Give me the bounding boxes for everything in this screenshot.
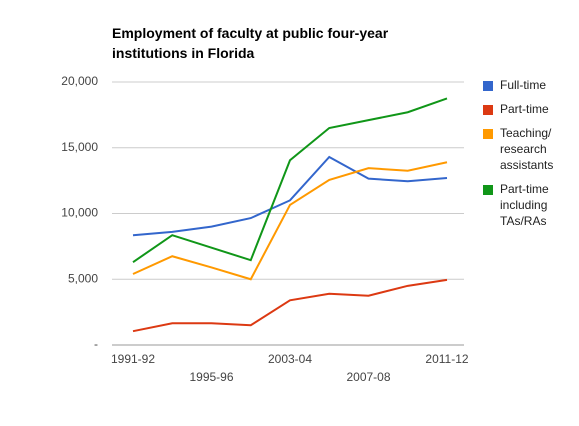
line: [132, 155, 448, 237]
legend-label: Part-time including TAs/RAs: [500, 182, 552, 228]
legend-label: Full-time: [500, 78, 546, 92]
x-tick-label: 1991-92: [111, 352, 155, 366]
x-tick-label: 2003-04: [268, 352, 312, 366]
x-tick-label: 2011-12: [425, 352, 468, 366]
y-tick-label: 15,000: [61, 140, 98, 154]
legend-swatch: [483, 81, 493, 91]
legend-label: Part-time: [500, 102, 549, 116]
y-tick-label: 20,000: [61, 74, 98, 88]
y-tick-label: 5,000: [68, 271, 98, 285]
legend-swatch: [483, 129, 493, 139]
line: [132, 97, 448, 263]
x-tick-label: 2007-08: [346, 370, 390, 384]
x-tick-label: 1995-96: [189, 370, 233, 384]
legend-label: Teaching/ research assistants: [500, 126, 555, 172]
chart-title: Employment of faculty at public four-yea…: [112, 25, 392, 61]
legend-swatch: [483, 105, 493, 115]
line: [132, 278, 448, 333]
legend-swatch: [483, 185, 493, 195]
y-tick-label: 10,000: [61, 206, 98, 220]
line: [132, 161, 448, 281]
y-tick-label: -: [94, 337, 98, 351]
